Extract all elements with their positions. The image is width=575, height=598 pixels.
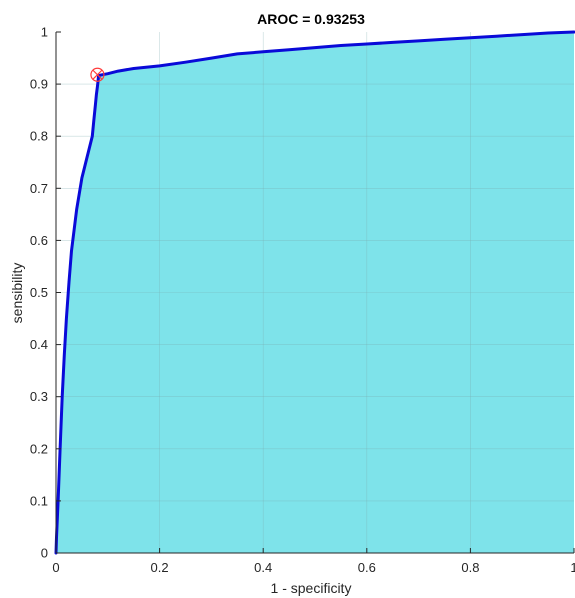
y-tick-label: 0.4 [30,337,48,352]
roc-line-layer [54,30,575,555]
y-axis-label: sensibility [9,263,25,324]
y-tick-label: 0.7 [30,181,48,196]
y-tick-label: 1 [41,25,48,40]
tick-layer: 0 0.2 0.4 0.6 0.8 1 0 0.1 0.2 0.3 0.4 0.5 0.6 0.7 0.8 0… [30,25,575,576]
x-tick-label: 0.8 [461,560,479,575]
axis-layer [55,31,575,554]
x-tick-label: 0.6 [358,560,376,575]
marker-circle [90,67,105,82]
y-tick-label: 0.2 [30,441,48,456]
y-tick-label: 0 [41,546,48,561]
x-tick-label: 0 [52,560,59,575]
roc-area [56,32,574,553]
x-tick-label: 0.4 [254,560,272,575]
chart-title: AROC = 0.93253 [257,11,365,27]
y-tick-label: 0.3 [30,389,48,404]
x-axis-label: 1 - specificity [271,580,352,596]
y-tick-label: 0.5 [30,285,48,300]
x-tick-label: 1 [570,560,575,575]
x-tick-label: 0.2 [151,560,169,575]
grid-layer [56,32,574,553]
y-tick-label: 0.1 [30,493,48,508]
y-tick-label: 0.9 [30,77,48,92]
marker-cross [92,69,103,80]
y-tick-label: 0.6 [30,233,48,248]
roc-area-layer [56,32,574,553]
optimal-point-marker [90,67,105,82]
y-tick-label: 0.8 [30,129,48,144]
